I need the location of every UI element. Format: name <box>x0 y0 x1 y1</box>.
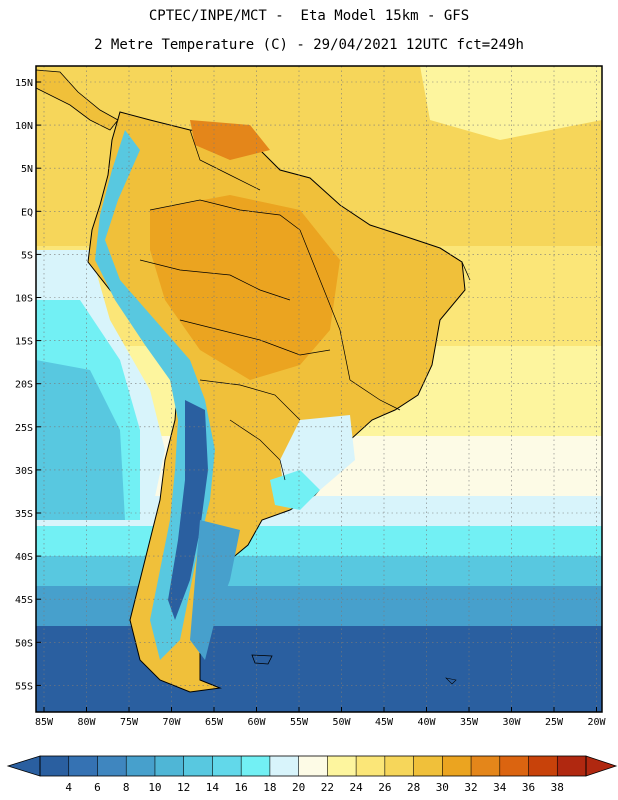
colorbar-bin <box>384 756 414 776</box>
lat-label: 5S <box>21 250 33 261</box>
colorbar-bin <box>68 756 98 776</box>
coast-brazil-east <box>439 247 471 281</box>
colorbar-label: 36 <box>522 781 535 794</box>
lat-label: 45S <box>15 595 33 606</box>
lon-label: 75W <box>120 717 139 728</box>
colorbar-label: 34 <box>493 781 507 794</box>
colorbar-label: 18 <box>263 781 276 794</box>
colorbar-bin <box>183 756 213 776</box>
lat-label: 55S <box>15 681 33 692</box>
lon-label: 60W <box>247 717 266 728</box>
colorbar-outline <box>39 755 587 777</box>
colorbar-label: 38 <box>551 781 564 794</box>
lon-label: 30W <box>502 717 521 728</box>
latitude-labels: 15N 10N 5N EQ 5S 10S 15S 20S 25S 30S 35S 40S 45S 50S 5… <box>15 78 41 692</box>
colorbar-arrow-right <box>585 755 618 777</box>
colorbar-label: 32 <box>464 781 477 794</box>
colorbar-label: 24 <box>349 781 363 794</box>
lon-label: 85W <box>35 717 54 728</box>
colorbar-bin <box>413 756 443 776</box>
lat-label: 50S <box>15 638 33 649</box>
field-band-10 <box>36 586 602 626</box>
colorbar-label: 4 <box>65 781 72 794</box>
colorbar-label: 22 <box>321 781 334 794</box>
colorbar-label: 20 <box>292 781 305 794</box>
lat-label: EQ <box>21 207 33 218</box>
colorbar-label: 26 <box>378 781 391 794</box>
lon-label: 65W <box>205 717 224 728</box>
colorbar-label: 8 <box>123 781 130 794</box>
lat-label: 15S <box>15 337 33 348</box>
title-line-1: CPTEC/INPE/MCT - Eta Model 15km - GFS <box>148 8 470 24</box>
colorbar-bin <box>126 756 156 776</box>
longitude-labels: 85W 80W 75W 70W 65W 60W 55W 50W 45W 40W 35W 30W 25W 2… <box>35 707 607 728</box>
colorbar-label: 16 <box>235 781 248 794</box>
lon-label: 45W <box>375 717 394 728</box>
field-patagonia <box>190 520 240 660</box>
colorbar-bin <box>528 756 558 776</box>
colorbar-label: 10 <box>148 781 161 794</box>
lon-label: 40W <box>417 717 436 728</box>
colorbar-bin <box>269 756 299 776</box>
colorbar-label: 6 <box>94 781 101 794</box>
colorbar-bin <box>212 756 242 776</box>
lat-label: 10N <box>15 121 33 132</box>
lat-label: 5N <box>21 164 33 175</box>
colorbar-bin <box>499 756 529 776</box>
colorbar-bin <box>471 756 501 776</box>
colorbar-bin <box>356 756 386 776</box>
colorbar-bin <box>557 756 587 776</box>
lon-label: 80W <box>77 717 96 728</box>
field-pacific-coolest <box>36 360 125 520</box>
colorbar-bin <box>97 756 127 776</box>
lat-label: 20S <box>15 380 33 391</box>
colorbar-bin <box>298 756 328 776</box>
lon-label: 50W <box>332 717 351 728</box>
lon-label: 20W <box>587 717 606 728</box>
colorbar-bin <box>154 756 184 776</box>
lat-label: 40S <box>15 552 33 563</box>
colorbar-bin <box>40 756 70 776</box>
lat-label: 35S <box>15 509 33 520</box>
colorbar-label: 12 <box>177 781 190 794</box>
field-andes-coldest <box>168 400 208 620</box>
field-uruguay-cool <box>270 470 320 510</box>
land-central-america <box>36 69 119 131</box>
field-amazon-hot <box>150 195 340 380</box>
field-venezuela-hot <box>190 120 270 160</box>
lat-label: 15N <box>15 78 33 89</box>
colorbar: 4 6 8 10 12 14 16 18 20 22 24 26 28 30 32 34 36 38 <box>6 755 618 794</box>
lon-label: 25W <box>545 717 564 728</box>
colorbar-bin <box>241 756 271 776</box>
colorbar-bin <box>442 756 472 776</box>
land-falklands <box>251 654 273 665</box>
lat-label: 25S <box>15 423 33 434</box>
lat-label: 10S <box>15 294 33 305</box>
map-frame <box>35 65 603 713</box>
lon-label: 55W <box>290 717 309 728</box>
colorbar-label: 28 <box>407 781 420 794</box>
lon-label: 35W <box>460 717 479 728</box>
lat-label: 30S <box>15 466 33 477</box>
country-borders <box>139 129 401 481</box>
title-line-2: 2 Metre Temperature (C) - 29/04/2021 12U… <box>94 37 524 53</box>
colorbar-bin <box>327 756 357 776</box>
field-band-18 <box>36 526 602 556</box>
colorbar-label: 30 <box>436 781 449 794</box>
lon-label: 70W <box>162 717 181 728</box>
colorbar-label: 14 <box>206 781 220 794</box>
field-band-14 <box>36 556 602 586</box>
map-field <box>36 66 602 712</box>
land-south-georgia <box>445 677 457 685</box>
colorbar-arrow-left <box>6 755 41 777</box>
field-band-4 <box>36 626 602 712</box>
field-patch-atlantic-north <box>420 66 602 140</box>
